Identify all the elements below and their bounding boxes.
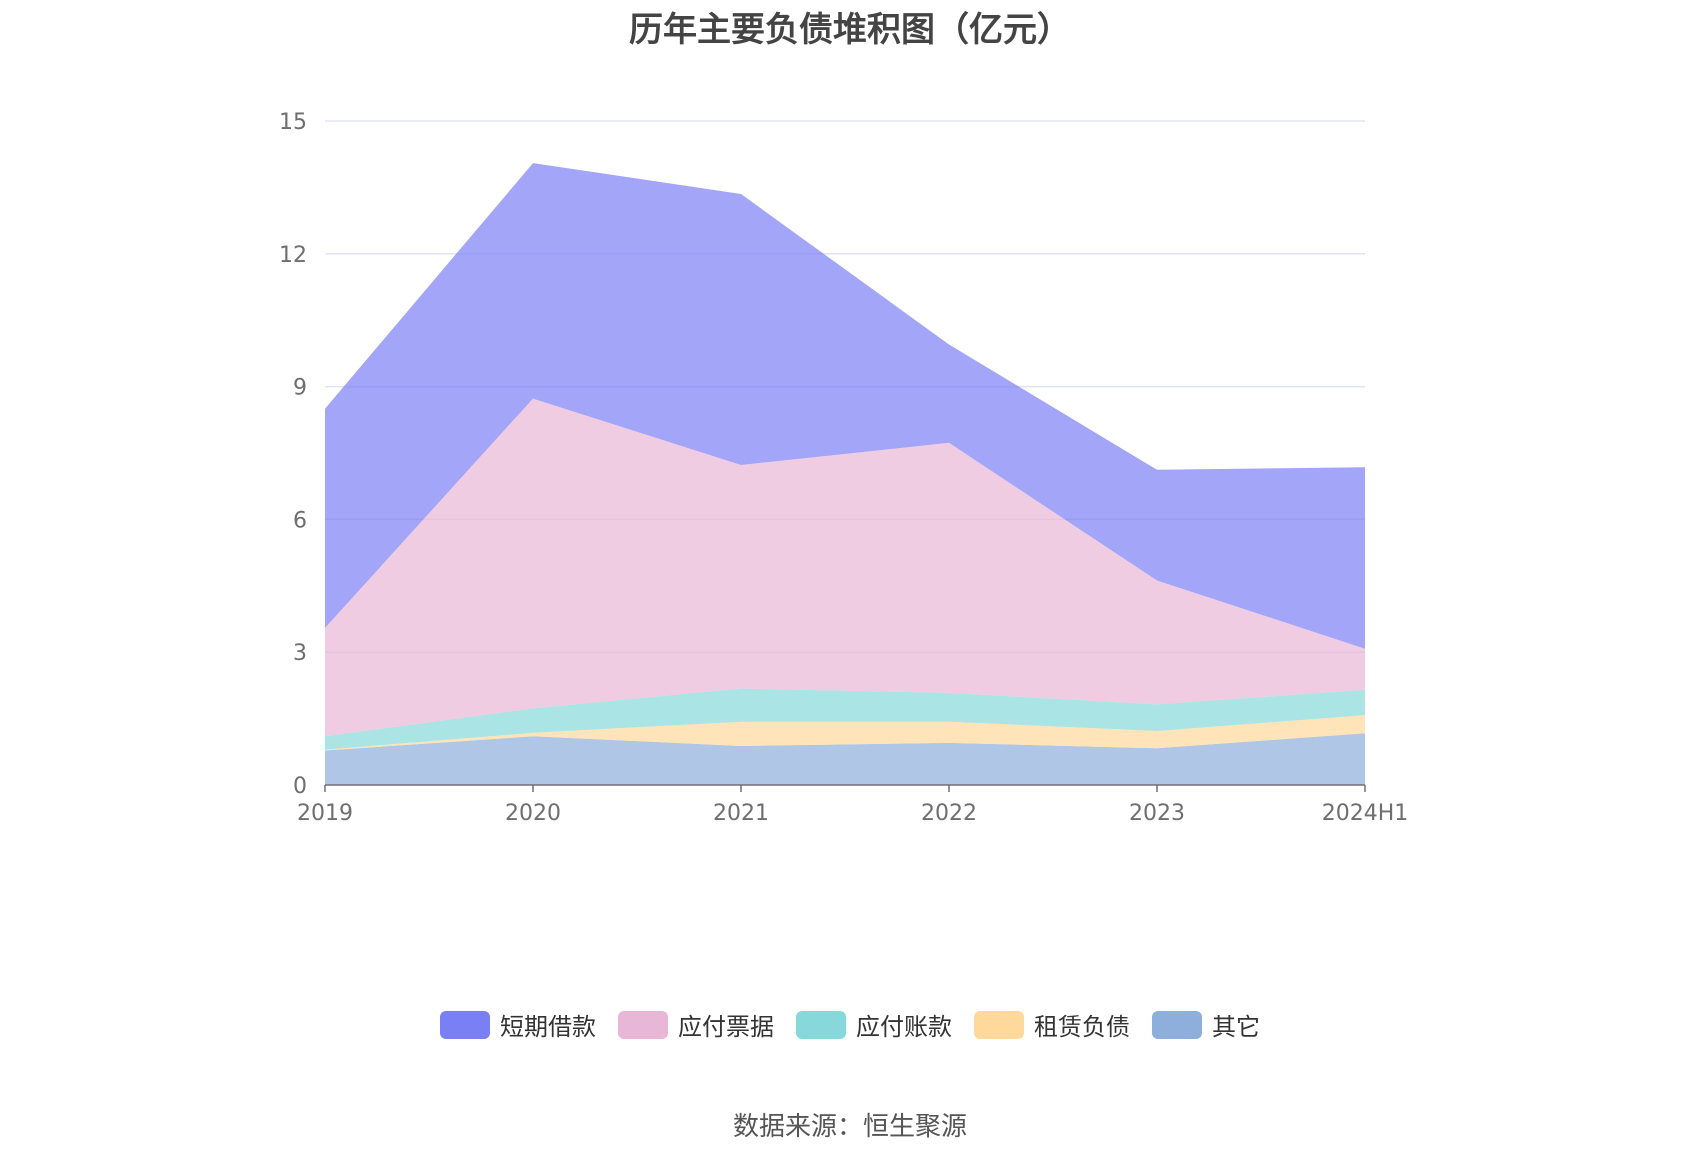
y-tick-label: 12: [279, 243, 307, 268]
x-tick-label: 2023: [1129, 801, 1185, 826]
legend-swatch: [618, 1010, 668, 1039]
legend-label: 短期借款: [500, 1013, 596, 1041]
legend: 短期借款 应付票据 应付账款 租赁负债 其它: [0, 1007, 1700, 1042]
legend-swatch: [1152, 1010, 1202, 1039]
x-tick-label: 2020: [505, 801, 561, 826]
y-tick-label: 6: [293, 508, 307, 533]
area-series-租赁负债[interactable]: [325, 715, 1365, 751]
area-series-应付账款[interactable]: [325, 688, 1365, 750]
legend-swatch: [974, 1010, 1024, 1039]
axes: 0 3 6 9 12 15 2019 2020 2021 2022 2023 2024H1: [279, 110, 1408, 826]
x-tick-label: 2022: [921, 801, 977, 826]
y-tick-label: 9: [293, 376, 307, 401]
chart-title: 历年主要负债堆积图（亿元）: [629, 10, 1071, 50]
y-tick-label: 0: [293, 774, 307, 799]
legend-label: 租赁负债: [1034, 1013, 1130, 1041]
area-series-应付票据[interactable]: [325, 398, 1365, 737]
legend-item-short-term-loans[interactable]: 短期借款: [440, 1007, 596, 1042]
legend-swatch: [796, 1010, 846, 1039]
area-series: [325, 163, 1365, 785]
legend-item-other[interactable]: 其它: [1152, 1007, 1260, 1042]
y-tick-label: 3: [293, 641, 307, 666]
legend-item-notes-payable[interactable]: 应付票据: [618, 1007, 774, 1042]
area-series-其它[interactable]: [325, 733, 1365, 785]
legend-label: 应付账款: [856, 1013, 952, 1041]
y-tick-label: 15: [279, 110, 307, 135]
legend-item-lease-liabilities[interactable]: 租赁负债: [974, 1007, 1130, 1042]
legend-item-accounts-payable[interactable]: 应付账款: [796, 1007, 952, 1042]
x-tick-label: 2019: [297, 801, 353, 826]
legend-label: 其它: [1212, 1013, 1260, 1041]
data-source: 数据来源：恒生聚源: [732, 1112, 967, 1142]
legend-label: 应付票据: [678, 1013, 774, 1041]
x-tick-label: 2024H1: [1322, 801, 1409, 826]
area-series-短期借款[interactable]: [325, 163, 1365, 649]
x-tick-label: 2021: [713, 801, 769, 826]
legend-swatch: [440, 1010, 490, 1039]
